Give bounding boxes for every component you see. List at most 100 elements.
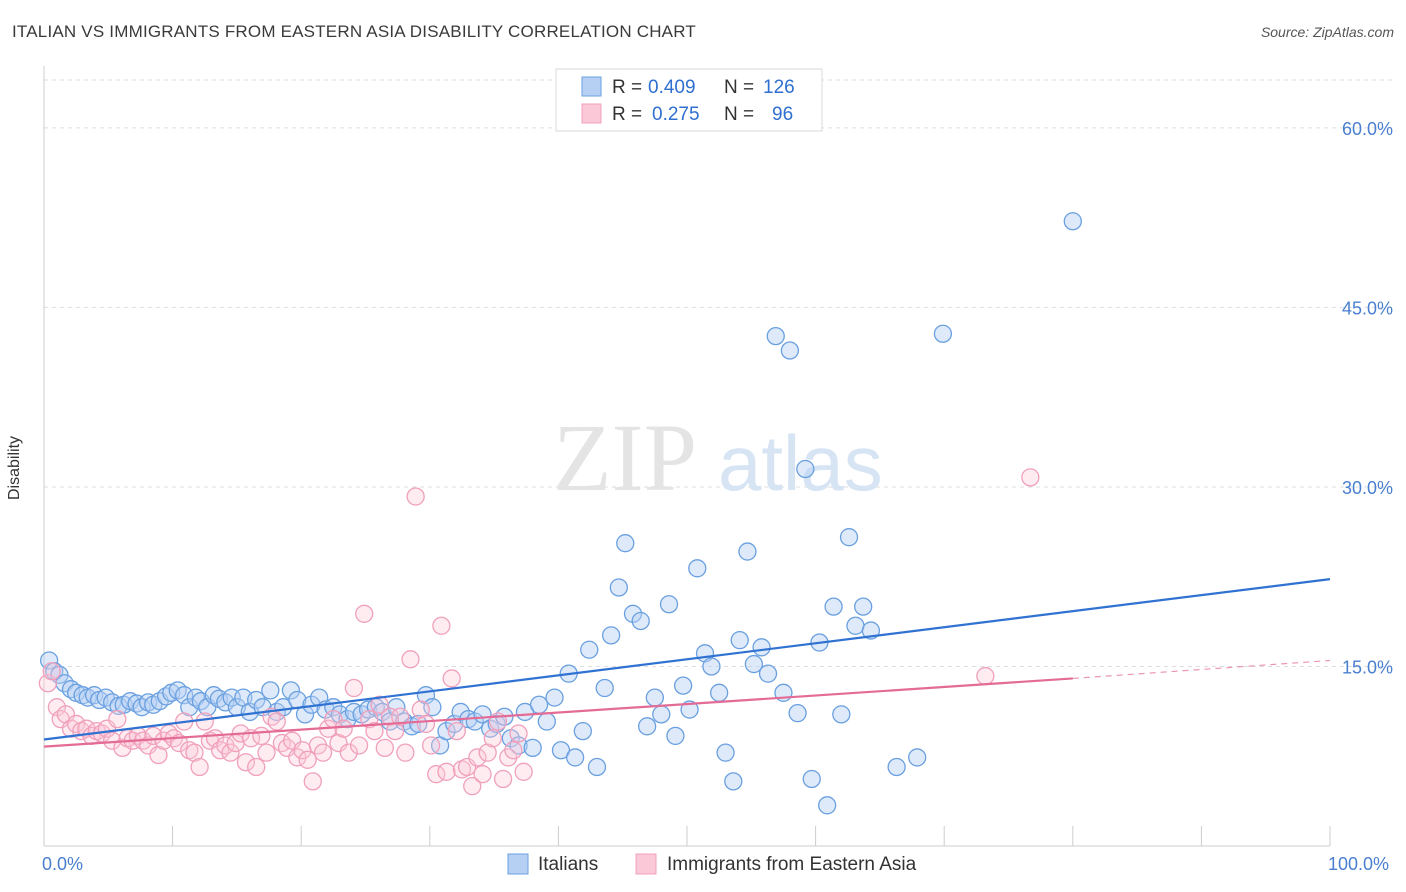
eastern-asia-point	[149, 745, 168, 765]
eastern-asia-point	[339, 743, 358, 762]
italians-point	[616, 534, 635, 553]
italians-point	[854, 597, 873, 616]
italians-point	[573, 721, 592, 741]
italians-point	[788, 703, 807, 723]
eastern-asia-point	[298, 750, 317, 769]
italians-point	[609, 578, 628, 597]
bottom-legend-label-eastern-asia: Immigrants from Eastern Asia	[667, 854, 917, 875]
italians-point	[537, 712, 556, 731]
italians-point	[666, 726, 685, 746]
axes	[43, 66, 1331, 847]
italians-point	[702, 657, 721, 676]
italians-point	[824, 597, 843, 616]
chart-title: ITALIAN VS IMMIGRANTS FROM EASTERN ASIA …	[12, 22, 696, 41]
italians-point	[673, 676, 693, 695]
eastern-asia-point	[468, 748, 487, 767]
eastern-asia-point	[108, 709, 127, 729]
italians-point	[601, 626, 621, 645]
eastern-asia-point	[190, 757, 209, 777]
eastern-asia-point	[185, 743, 204, 762]
bottom-legend-label-italians: Italians	[538, 854, 598, 875]
bottom-legend-swatch-italians	[507, 853, 529, 875]
italians-point	[738, 542, 757, 561]
eastern-asia-point	[432, 616, 451, 635]
italians-point	[780, 341, 800, 360]
y-tick-labels: 15.0% 30.0% 45.0% 60.0%	[1342, 119, 1393, 678]
italians-point	[724, 772, 743, 791]
eastern-asia-point	[396, 743, 415, 762]
italians-point	[659, 595, 679, 614]
italians-point	[908, 748, 927, 767]
italians-point	[180, 698, 199, 717]
italians-point	[818, 796, 837, 815]
trend-lines	[43, 578, 1331, 748]
x-tick-labels: 0.0% 100.0%	[42, 854, 1389, 874]
eastern-asia-point	[365, 721, 384, 741]
eastern-asia-point	[391, 707, 410, 726]
eastern-asia-point	[401, 650, 420, 669]
eastern-asia-point	[360, 709, 379, 729]
italians-point	[631, 611, 650, 631]
italians-point	[247, 690, 266, 710]
eastern-asia-point	[349, 736, 369, 755]
legend-r-value: 0.409	[648, 77, 696, 98]
eastern-asia-point	[447, 721, 466, 741]
x-tick-label-max: 100.0%	[1328, 854, 1389, 874]
eastern-asia-point	[411, 700, 430, 719]
eastern-asia-point	[1021, 468, 1040, 487]
eastern-asia-point	[493, 769, 513, 789]
eastern-asia-point	[236, 753, 256, 772]
italians-point	[451, 702, 470, 722]
italians-point	[580, 640, 599, 659]
watermark-atlas: atlas	[718, 419, 883, 507]
bottom-legend: Italians Immigrants from Eastern Asia	[507, 853, 917, 875]
eastern-asia-point	[38, 674, 58, 693]
italians-point	[887, 757, 906, 777]
legend-swatch-eastern-asia	[581, 103, 602, 124]
y-tick-label: 15.0%	[1342, 657, 1393, 677]
eastern-asia-point	[344, 678, 364, 698]
y-tick-label: 60.0%	[1342, 119, 1393, 139]
italians-point	[716, 743, 735, 762]
eastern-asia-point	[355, 604, 374, 623]
watermark: ZIP atlas	[553, 404, 883, 511]
italians-point	[281, 681, 301, 700]
italians-point	[437, 721, 456, 741]
italians-point	[529, 695, 549, 714]
source-label: Source: ZipAtlas.com	[1260, 24, 1394, 40]
eastern-asia-point	[473, 765, 492, 784]
eastern-asia-point	[478, 743, 497, 762]
eastern-asia-point	[195, 712, 214, 731]
eastern-asia-point	[463, 777, 482, 796]
italians-point	[758, 664, 778, 683]
eastern-asia-point	[370, 695, 389, 714]
legend-n-label: N =	[724, 104, 754, 125]
italians-point	[39, 651, 59, 670]
italians-point	[637, 717, 657, 736]
italians-point	[565, 748, 585, 767]
italians-point	[933, 324, 953, 343]
italians-point	[261, 681, 280, 700]
eastern-asia-point	[442, 669, 461, 688]
italians-point	[623, 604, 643, 623]
italians-point	[846, 616, 865, 635]
italians-point	[175, 686, 194, 705]
legend-n-value: 126	[763, 77, 795, 98]
trend-line-italians	[43, 578, 1331, 741]
eastern-asia-point	[247, 757, 266, 777]
eastern-asia-point	[267, 712, 286, 731]
italians-point	[545, 688, 564, 707]
eastern-asia-point	[221, 743, 240, 762]
eastern-asia-point	[483, 729, 502, 748]
eastern-asia-point	[514, 762, 533, 781]
y-tick-label: 45.0%	[1342, 298, 1393, 318]
eastern-asia-point	[380, 707, 400, 726]
eastern-asia-point	[976, 666, 995, 686]
x-tick-label-min: 0.0%	[42, 854, 83, 874]
italians-point	[796, 459, 815, 479]
italians-point	[645, 688, 664, 707]
italians-point	[1063, 212, 1082, 231]
bottom-legend-swatch-eastern-asia	[635, 853, 657, 875]
italians-point	[595, 678, 614, 698]
eastern-asia-point	[406, 487, 425, 506]
